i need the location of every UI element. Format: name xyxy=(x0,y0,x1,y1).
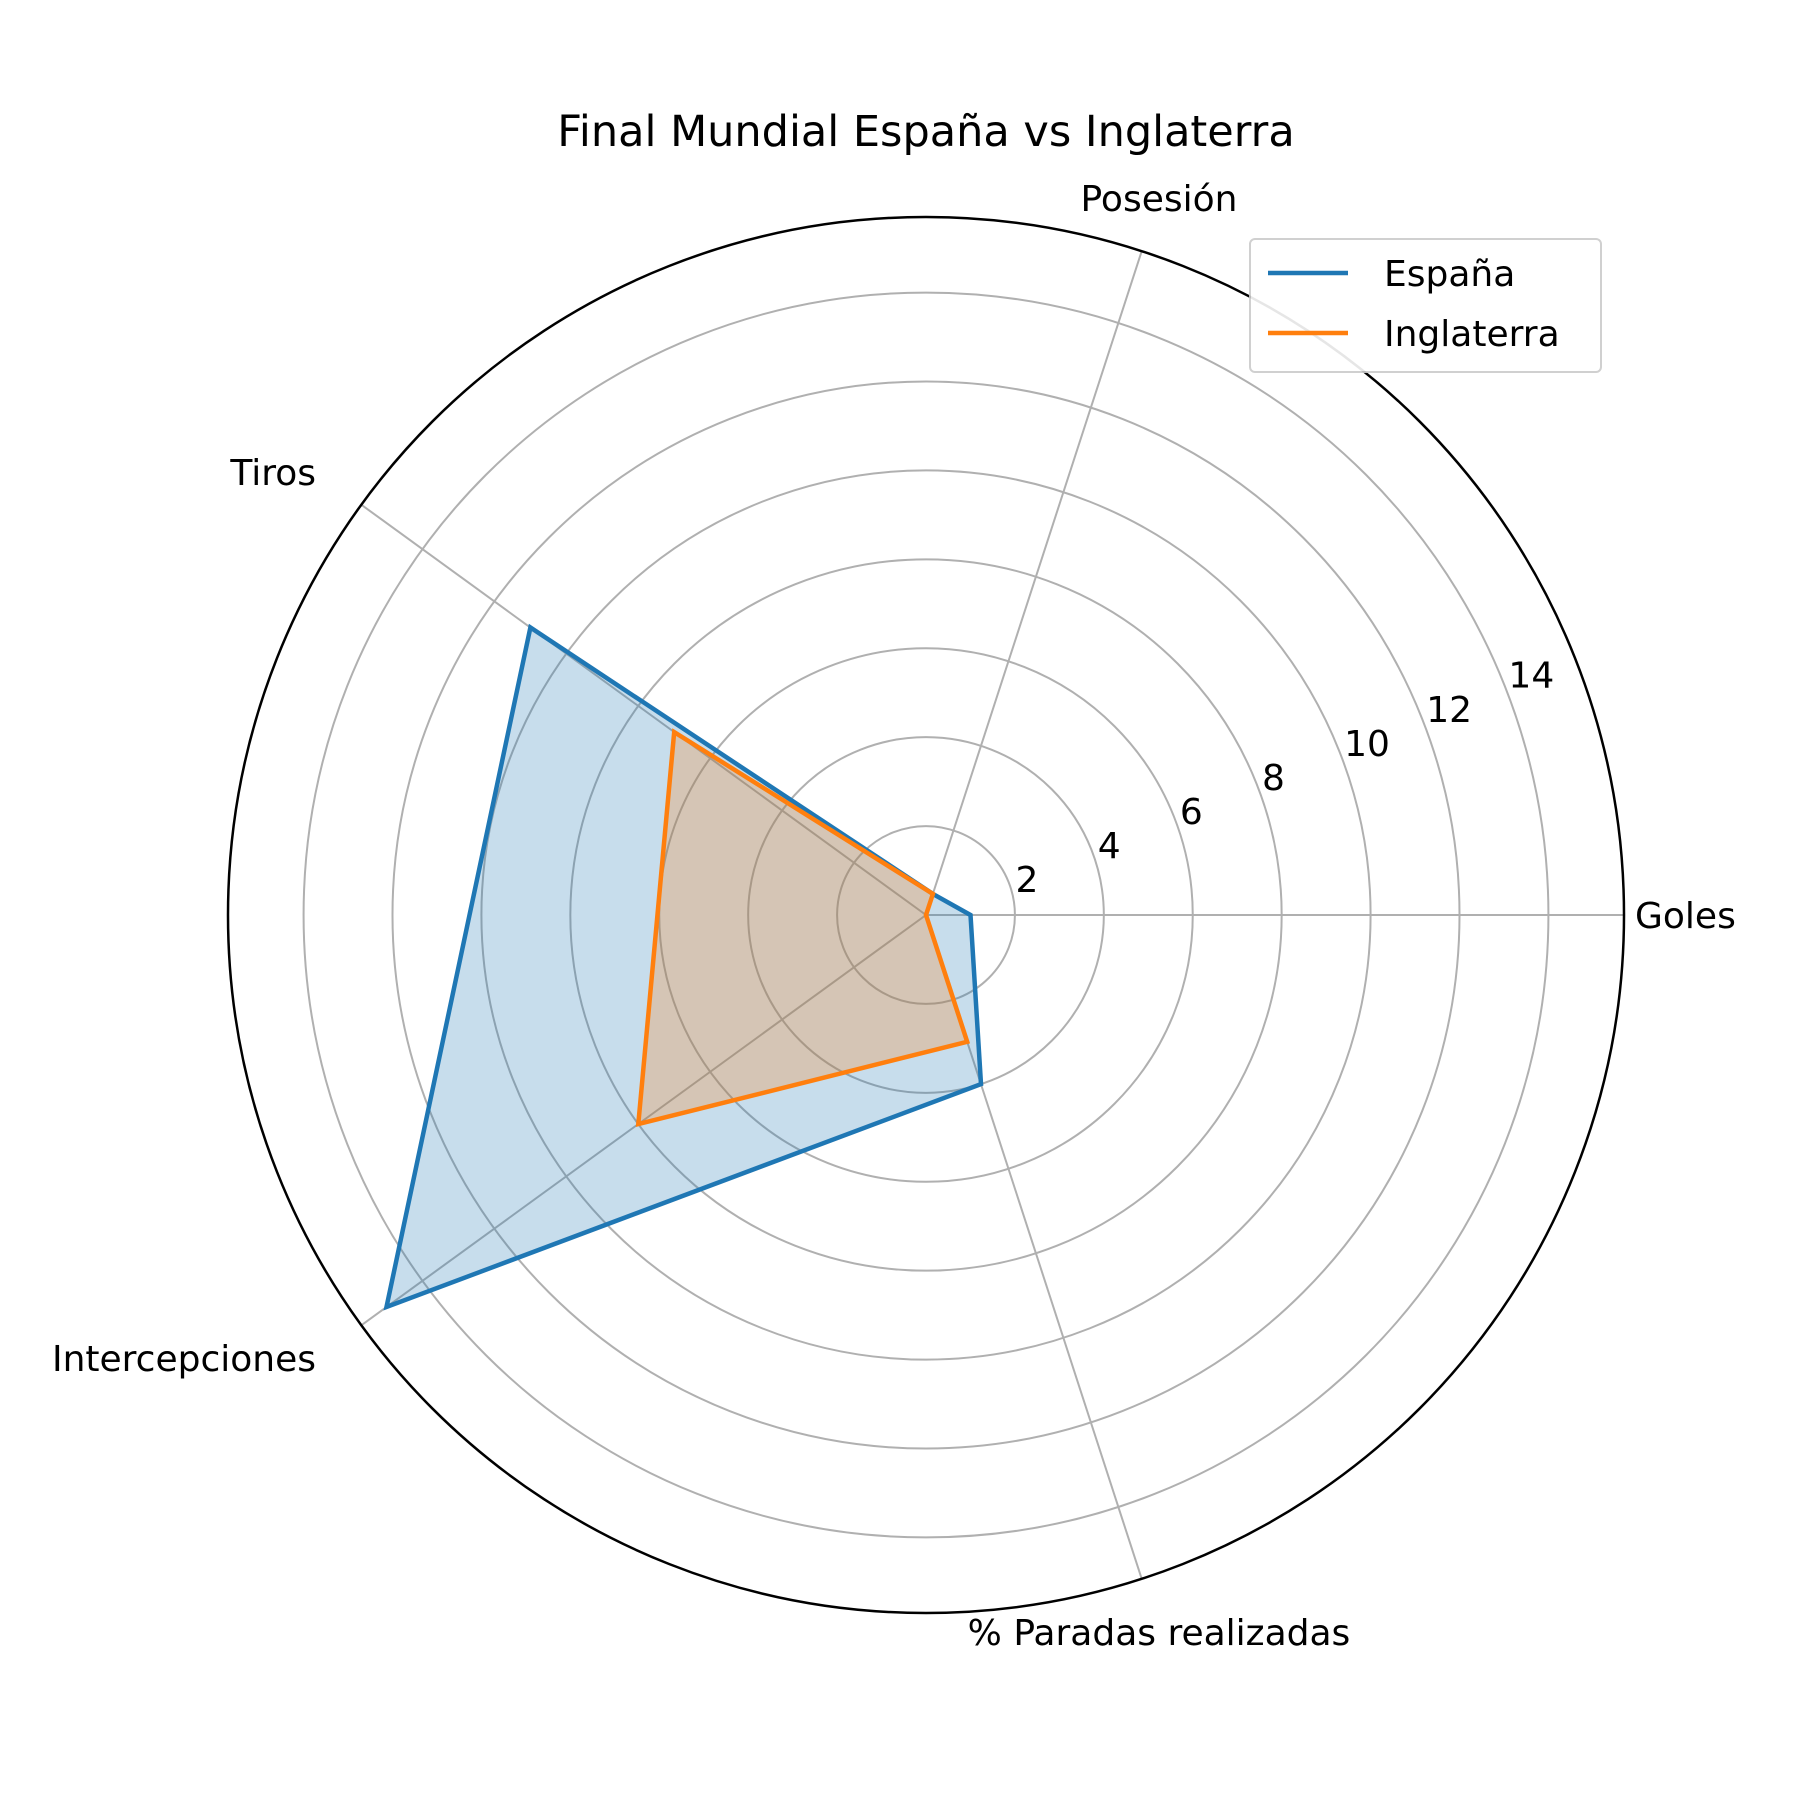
radial-tick-label: 2 xyxy=(1016,860,1039,901)
chart-title: Final Mundial España vs Inglaterra xyxy=(557,107,1294,157)
radial-tick-label: 10 xyxy=(1344,724,1390,765)
legend: España Inglaterra xyxy=(1249,238,1602,373)
radial-tick-label: 14 xyxy=(1508,656,1554,697)
series-line xyxy=(635,728,971,1128)
axis-labels: Goles Posesión Tiros Intercepciones % Parada… xyxy=(52,179,1736,1654)
category-label: Goles xyxy=(1635,896,1736,937)
grid-spoke xyxy=(360,503,927,916)
category-label: Intercepciones xyxy=(52,1339,316,1380)
polar-frame xyxy=(226,215,1626,1615)
category-label: % Paradas realizadas xyxy=(968,1613,1351,1654)
legend-label: Inglaterra xyxy=(1384,314,1560,355)
grid-spoke xyxy=(925,250,1143,916)
legend-label: España xyxy=(1384,254,1515,295)
category-label: Tiros xyxy=(229,453,316,494)
radial-tick-label: 12 xyxy=(1426,690,1472,731)
series-fill xyxy=(638,732,968,1125)
radial-tick-label: 4 xyxy=(1098,826,1121,867)
series-line xyxy=(383,623,984,1311)
category-label: Posesión xyxy=(1081,179,1238,220)
radial-tick-label: 8 xyxy=(1262,758,1285,799)
radial-tick-label: 6 xyxy=(1180,792,1203,833)
series-layer xyxy=(383,623,984,1311)
series-fill xyxy=(386,627,981,1307)
grid-spoke xyxy=(360,914,927,1327)
